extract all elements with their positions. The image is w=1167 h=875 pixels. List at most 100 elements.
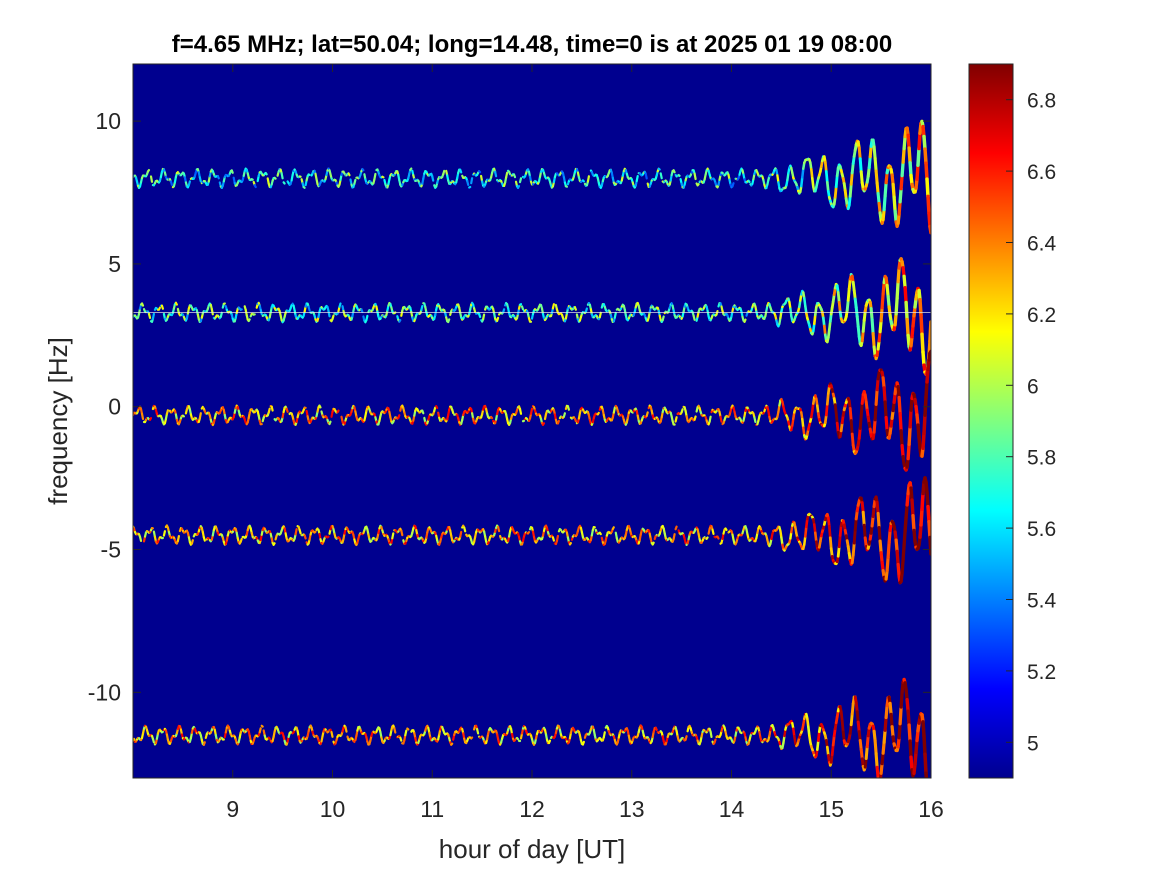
trace-segment — [512, 173, 517, 179]
trace-segment — [925, 177, 930, 199]
trace-segment — [858, 157, 863, 174]
trace-segment — [661, 315, 665, 322]
trace-segment — [522, 532, 527, 538]
trace-segment — [598, 531, 602, 536]
trace-segment — [913, 750, 918, 767]
x-tick-label: 16 — [918, 796, 944, 822]
trace-segment — [908, 408, 913, 429]
trace-segment — [443, 417, 447, 422]
trace-segment — [924, 771, 929, 778]
trace-segment — [901, 543, 906, 562]
trace-segment — [908, 739, 913, 759]
trace-segment — [478, 312, 482, 318]
trace-segment — [743, 318, 747, 323]
trace-segment — [909, 755, 914, 772]
trace-segment — [174, 301, 178, 306]
trace-segment — [885, 283, 890, 298]
trace-segment — [457, 168, 461, 174]
trace-segment — [674, 525, 678, 531]
trace-segment — [693, 172, 697, 181]
trace-segment — [702, 728, 706, 732]
trace-segment — [553, 172, 558, 179]
trace-segment — [895, 280, 900, 300]
trace-segment — [881, 740, 886, 755]
trace-segment — [497, 525, 501, 533]
trace-segment — [409, 167, 413, 171]
trace-segment — [874, 169, 879, 185]
trace-segment — [854, 701, 859, 714]
trace-segment — [644, 316, 648, 322]
trace-segment — [653, 534, 657, 541]
trace-segment — [884, 703, 889, 720]
trace-segment — [894, 296, 899, 316]
trace-segment — [547, 410, 552, 414]
trace-segment — [156, 729, 160, 735]
trace-segment — [328, 420, 332, 426]
trace-segment — [551, 303, 556, 310]
trace-segment — [362, 731, 366, 735]
trace-segment — [327, 309, 331, 318]
trace-segment — [824, 170, 829, 184]
trace-segment — [887, 528, 892, 545]
trace-segment — [315, 527, 319, 531]
trace-segment — [926, 194, 931, 216]
trace-segment — [274, 418, 278, 422]
trace-segment — [631, 736, 635, 742]
trace-segment — [732, 538, 736, 545]
trace-segment — [897, 722, 902, 740]
trace-segment — [329, 524, 333, 531]
trace-segment — [805, 717, 810, 729]
trace-segment — [307, 305, 311, 312]
trace-segment — [459, 168, 463, 174]
trace-segment — [853, 517, 858, 532]
trace-segment — [140, 302, 145, 307]
trace-segment — [659, 172, 663, 180]
trace-segment — [162, 530, 166, 537]
trace-segment — [924, 161, 929, 181]
doppler-trace — [133, 476, 931, 585]
trace-segment — [502, 308, 506, 314]
trace-segment — [898, 187, 903, 204]
trace-segment — [381, 175, 385, 179]
x-tick-label: 14 — [719, 796, 745, 822]
trace-segment — [154, 306, 158, 310]
trace-segment — [176, 724, 180, 731]
x-tick-label: 11 — [420, 796, 444, 822]
trace-segment — [326, 535, 330, 539]
trace-segment — [355, 415, 359, 421]
trace-segment — [854, 305, 859, 318]
trace-segment — [861, 318, 866, 333]
trace-segment — [391, 532, 395, 540]
trace-segment — [906, 333, 911, 349]
colorbar-tick-label: 6.8 — [1027, 90, 1056, 113]
trace-segment — [900, 557, 905, 575]
trace-segment — [466, 737, 470, 743]
colorbar-tick-label: 6.2 — [1027, 304, 1056, 327]
trace-segment — [459, 530, 463, 538]
trace-segment — [187, 180, 191, 187]
trace-segment — [911, 514, 916, 533]
trace-segment — [505, 171, 509, 179]
trace-segment — [509, 526, 513, 533]
trace-segment — [630, 410, 634, 414]
trace-segment — [882, 386, 887, 404]
trace-segment — [280, 172, 284, 180]
x-axis: 9 10 11 12 13 14 15 16 — [226, 64, 944, 822]
trace-segment — [826, 516, 831, 528]
trace-segment — [613, 311, 617, 319]
trace-segment — [883, 400, 888, 420]
trace-segment — [848, 407, 853, 423]
trace-segment — [216, 175, 220, 180]
trace-segment — [508, 170, 512, 176]
trace-segment — [367, 309, 371, 314]
trace-segment — [333, 532, 337, 539]
trace-segment — [747, 179, 751, 184]
trace-segment — [151, 312, 155, 320]
trace-segment — [700, 413, 704, 418]
y-tick-label: 0 — [108, 394, 121, 420]
trace-segment — [882, 728, 887, 744]
trace-segment — [692, 314, 696, 321]
trace-segment — [260, 724, 264, 728]
trace-segment — [666, 537, 670, 542]
